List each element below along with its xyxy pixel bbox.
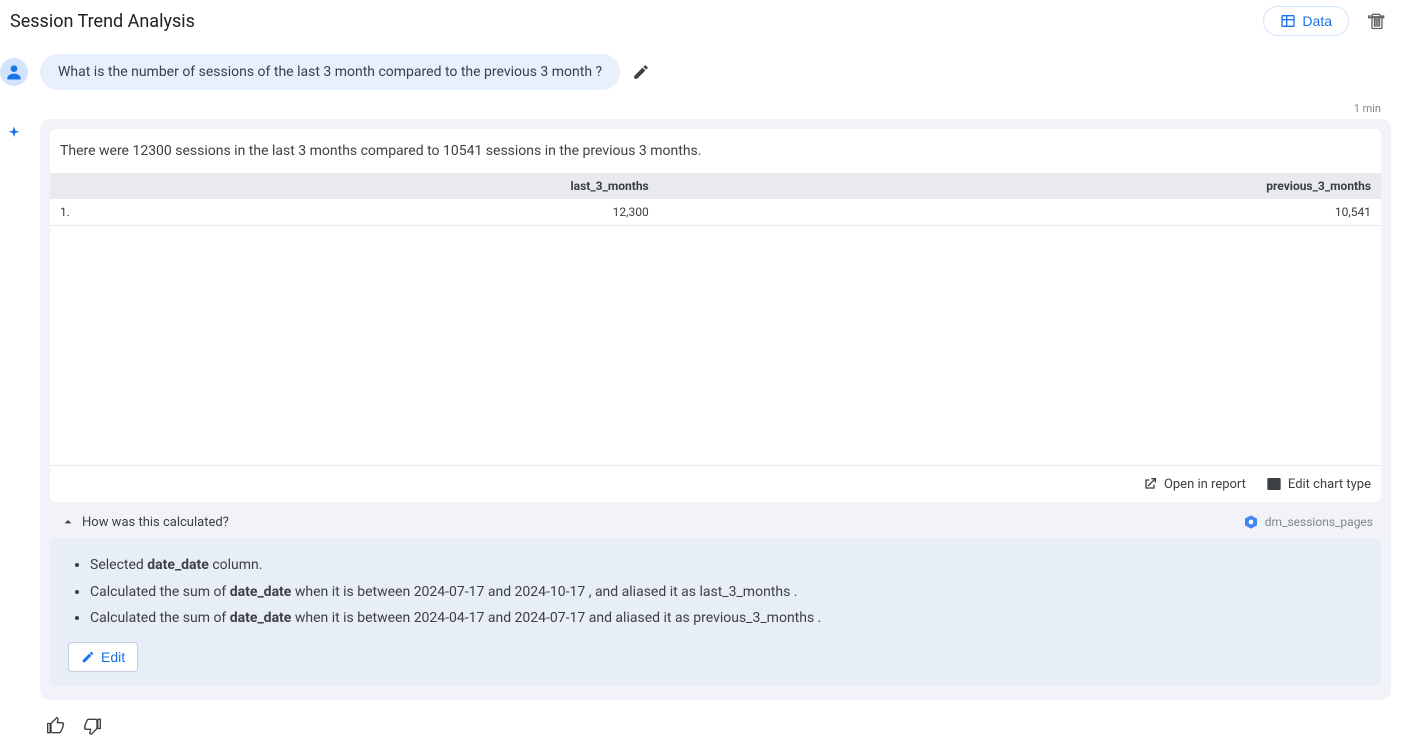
avatar <box>0 58 28 86</box>
thumbs-down-icon <box>82 716 102 736</box>
edit-prompt-button[interactable] <box>632 63 650 81</box>
results-table: last_3_months previous_3_months 1. 12,30… <box>50 173 1381 226</box>
open-in-report-label: Open in report <box>1164 477 1246 492</box>
table-row: 1. 12,300 10,541 <box>50 199 1381 226</box>
answer-summary: There were 12300 sessions in the last 3 … <box>50 129 1381 173</box>
page-title: Session Trend Analysis <box>10 11 195 32</box>
timestamp: 1 min <box>0 102 1401 119</box>
edit-chart-type-button[interactable]: Edit chart type <box>1266 476 1371 492</box>
chart-icon <box>1266 476 1282 492</box>
pencil-icon <box>632 63 650 81</box>
delete-button[interactable] <box>1367 11 1387 31</box>
table-cell-last3: 12,300 <box>90 199 659 226</box>
edit-calculation-label: Edit <box>101 649 125 665</box>
prompt-bubble: What is the number of sessions of the la… <box>40 54 620 90</box>
calculation-step: Selected date_date column. <box>90 552 1363 579</box>
table-icon <box>1280 13 1296 29</box>
thumbs-up-icon <box>46 716 66 736</box>
table-cell-index: 1. <box>50 199 90 226</box>
calculation-step: Calculated the sum of date_date when it … <box>90 605 1363 632</box>
edit-calculation-button[interactable]: Edit <box>68 642 138 672</box>
open-in-report-button[interactable]: Open in report <box>1142 476 1246 492</box>
pencil-icon <box>81 650 95 664</box>
bigquery-icon <box>1243 514 1259 530</box>
open-external-icon <box>1142 476 1158 492</box>
table-empty-space <box>50 226 1381 466</box>
answer-card: There were 12300 sessions in the last 3 … <box>40 119 1391 700</box>
calculation-step: Calculated the sum of date_date when it … <box>90 579 1363 606</box>
person-icon <box>4 62 24 82</box>
data-button-label: Data <box>1302 13 1332 29</box>
data-source-chip[interactable]: dm_sessions_pages <box>1243 514 1373 530</box>
table-header-col1: last_3_months <box>90 173 659 199</box>
calculation-toggle[interactable]: How was this calculated? <box>60 514 229 530</box>
calculation-body: Selected date_date column.Calculated the… <box>50 538 1381 686</box>
trash-icon <box>1367 11 1387 31</box>
thumbs-down-button[interactable] <box>82 716 102 736</box>
edit-chart-type-label: Edit chart type <box>1288 477 1371 492</box>
calculation-toggle-label: How was this calculated? <box>82 515 229 530</box>
data-button[interactable]: Data <box>1263 6 1349 36</box>
data-source-label: dm_sessions_pages <box>1265 515 1373 529</box>
thumbs-up-button[interactable] <box>46 716 66 736</box>
chevron-up-icon <box>60 514 76 530</box>
sparkle-icon <box>5 125 23 143</box>
table-header-rownum <box>50 173 90 199</box>
table-cell-prev3: 10,541 <box>659 199 1381 226</box>
table-header-col2: previous_3_months <box>659 173 1381 199</box>
